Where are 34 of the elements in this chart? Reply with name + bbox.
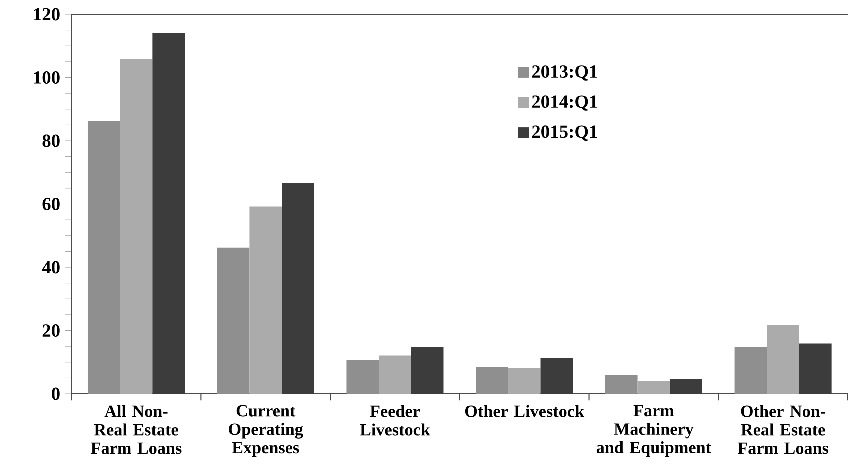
bar [540, 358, 574, 394]
y-tick-label: 100 [34, 71, 60, 84]
x-tick-label: Farm Machinery and Equipment [596, 405, 712, 457]
bar [250, 206, 282, 394]
bar [217, 248, 250, 394]
bar [605, 375, 638, 394]
bar [411, 347, 444, 394]
bar [476, 367, 508, 394]
bar [152, 33, 186, 394]
y-tick-label: 20 [42, 324, 60, 337]
bar [508, 368, 541, 394]
legend-label: 2015:Q1 [532, 125, 598, 141]
bar [346, 360, 380, 394]
x-tick-label: Feeder Livestock [360, 405, 430, 436]
y-tick-label: 60 [42, 198, 60, 210]
bar [282, 183, 314, 394]
bar [379, 356, 412, 394]
y-tick-label: 0 [52, 388, 60, 400]
y-tick-label: 120 [34, 8, 60, 21]
bar [638, 381, 670, 394]
bar [88, 120, 120, 394]
bar [799, 344, 832, 394]
legend-label: 2014:Q1 [532, 95, 598, 111]
x-tick-label: Current Operating Expenses [229, 405, 304, 457]
x-tick-label: Other Livestock [465, 405, 585, 418]
bar [734, 347, 768, 394]
y-tick-label: 80 [42, 134, 60, 148]
x-tick-label: Other Non-Real Estate Farm Loans [738, 405, 829, 454]
x-tick-label: All Non-Real Estate Farm Loans [91, 405, 182, 454]
y-tick-label: 40 [42, 261, 60, 274]
legend-label: 2013:Q1 [532, 65, 598, 81]
bar [670, 379, 702, 394]
bar [767, 324, 800, 394]
bar [120, 58, 153, 394]
